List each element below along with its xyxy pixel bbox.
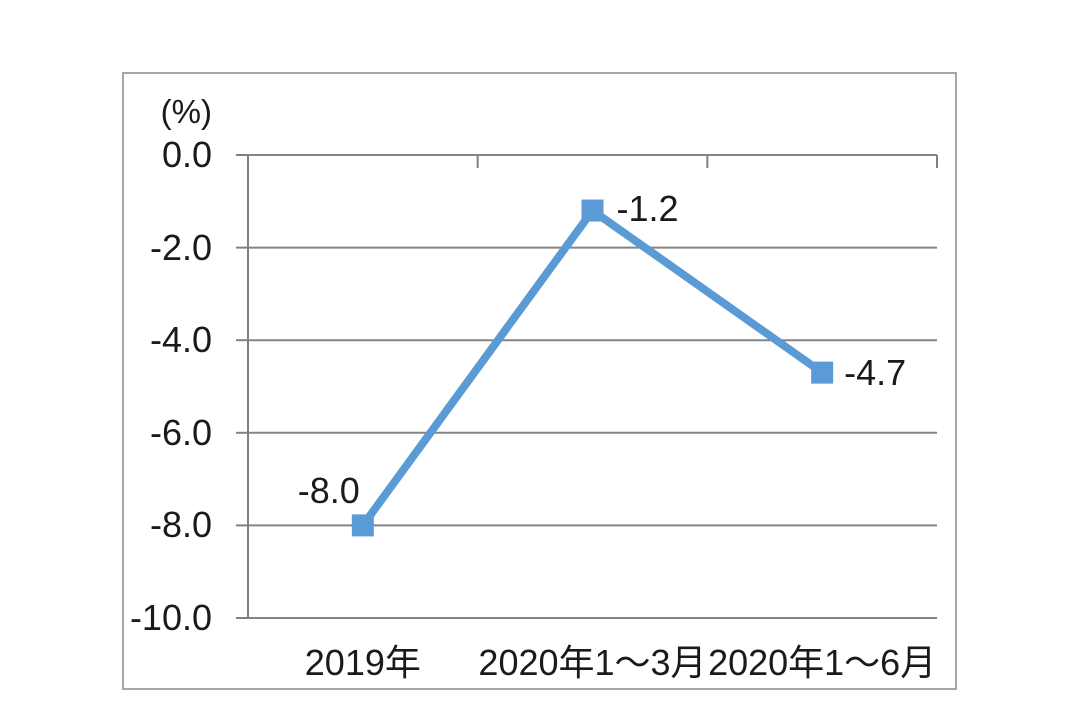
data-point-label: -4.7 <box>844 351 907 393</box>
data-point-marker <box>351 514 374 537</box>
chart-frame-border <box>122 72 957 690</box>
data-point-marker <box>581 199 604 222</box>
x-axis-category-label: 2019年 <box>304 642 421 683</box>
y-axis-tick-label: -6.0 <box>149 411 212 453</box>
x-axis-category-label: 2020年1～3月 <box>478 642 707 683</box>
data-point-marker <box>811 361 834 384</box>
data-point-label: -1.2 <box>616 187 679 229</box>
y-axis-tick-label: 0.0 <box>161 134 212 175</box>
y-axis-tick-label: -2.0 <box>149 226 212 268</box>
data-point-label: -8.0 <box>297 470 360 512</box>
data-line <box>359 205 825 528</box>
y-axis-tick-label: -8.0 <box>149 504 212 546</box>
y-axis-unit-label: (%) <box>160 93 212 130</box>
y-axis-tick-label: -10.0 <box>129 597 212 638</box>
y-axis-tick-label: -4.0 <box>149 319 212 361</box>
x-axis-category-label: 2020年1～6月 <box>708 642 937 683</box>
